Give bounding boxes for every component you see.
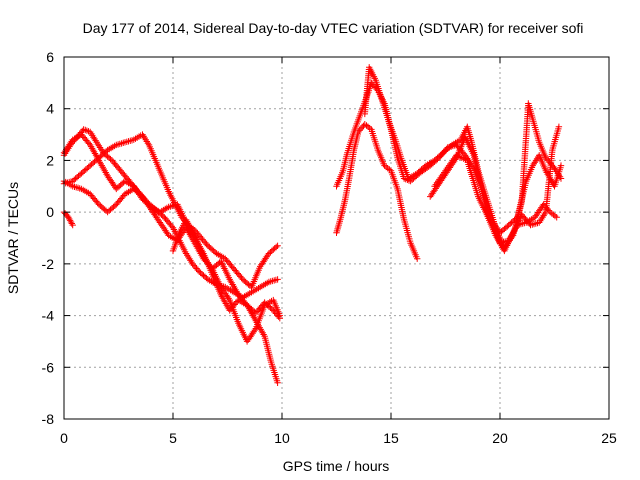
- data-point-marker: [272, 276, 280, 284]
- data-point-marker: [69, 221, 76, 229]
- data-point-marker: [193, 265, 200, 272]
- data-point-marker: [107, 155, 114, 163]
- series-trace-8: [333, 121, 421, 262]
- data-point-marker: [68, 220, 75, 227]
- x-tick-label: 25: [601, 430, 617, 446]
- data-point-marker: [274, 276, 281, 283]
- data-point-marker: [238, 274, 245, 282]
- data-point-marker: [159, 212, 166, 220]
- data-point-marker: [192, 263, 199, 271]
- data-layer: [60, 64, 565, 386]
- data-point-marker: [557, 162, 565, 169]
- data-point-marker: [274, 379, 281, 386]
- data-point-marker: [94, 199, 101, 207]
- y-tick-label: -6: [42, 359, 55, 375]
- series-trace-4: [60, 131, 283, 322]
- data-point-marker: [83, 127, 91, 134]
- series-trace-11: [431, 123, 563, 255]
- data-point-marker: [203, 241, 210, 248]
- data-point-marker: [382, 163, 390, 171]
- y-tick-label: -4: [42, 308, 55, 324]
- x-tick-label: 20: [492, 430, 508, 446]
- y-tick-label: 6: [46, 49, 54, 65]
- data-point-marker: [217, 283, 225, 291]
- data-point-marker: [224, 293, 231, 300]
- data-point-marker: [251, 326, 258, 334]
- y-axis-label: SDTVAR / TECUs: [5, 182, 21, 294]
- data-point-marker: [247, 333, 254, 340]
- data-point-marker: [152, 212, 159, 220]
- data-point-marker: [557, 175, 565, 182]
- data-point-marker: [268, 305, 275, 313]
- data-point-marker: [202, 256, 209, 263]
- data-point-marker: [386, 166, 393, 173]
- data-point-marker: [109, 180, 117, 188]
- data-point-marker: [274, 242, 281, 249]
- data-point-marker: [261, 256, 268, 264]
- data-point-marker: [82, 126, 89, 134]
- data-point-marker: [208, 264, 215, 271]
- data-point-marker: [67, 139, 74, 147]
- x-tick-label: 10: [274, 430, 290, 446]
- data-point-marker: [414, 255, 421, 262]
- data-point-marker: [168, 223, 175, 230]
- y-tick-label: -8: [42, 411, 55, 427]
- x-tick-label: 0: [60, 430, 68, 446]
- data-point-marker: [533, 210, 541, 218]
- data-point-marker: [111, 202, 119, 209]
- data-point-marker: [199, 236, 206, 243]
- y-tick-label: 4: [46, 101, 54, 117]
- y-tick-label: -2: [42, 256, 55, 272]
- data-point-marker: [158, 222, 166, 229]
- data-point-marker: [364, 123, 372, 130]
- data-point-marker: [553, 214, 560, 221]
- tick-layer: 0 5 10 15 20 25 -8 -6 -4 -2 0 2 4 6: [42, 49, 617, 446]
- data-point-marker: [273, 243, 280, 251]
- data-point-marker: [194, 266, 202, 274]
- series-trace-6: [169, 216, 283, 345]
- x-axis-label: GPS time / hours: [283, 458, 390, 474]
- data-point-marker: [160, 224, 167, 231]
- data-point-marker: [276, 312, 283, 319]
- data-point-marker: [430, 188, 437, 195]
- x-tick-label: 15: [383, 430, 399, 446]
- data-point-marker: [198, 234, 205, 242]
- chart-title: Day 177 of 2014, Sidereal Day-to-day VTE…: [83, 20, 584, 36]
- data-point-marker: [132, 186, 140, 193]
- y-tick-label: 2: [46, 152, 54, 168]
- plot-frame: [63, 56, 610, 420]
- x-tick-label: 5: [169, 430, 177, 446]
- y-tick-label: 0: [46, 204, 54, 220]
- data-point-marker: [555, 123, 563, 130]
- data-point-marker: [550, 211, 557, 218]
